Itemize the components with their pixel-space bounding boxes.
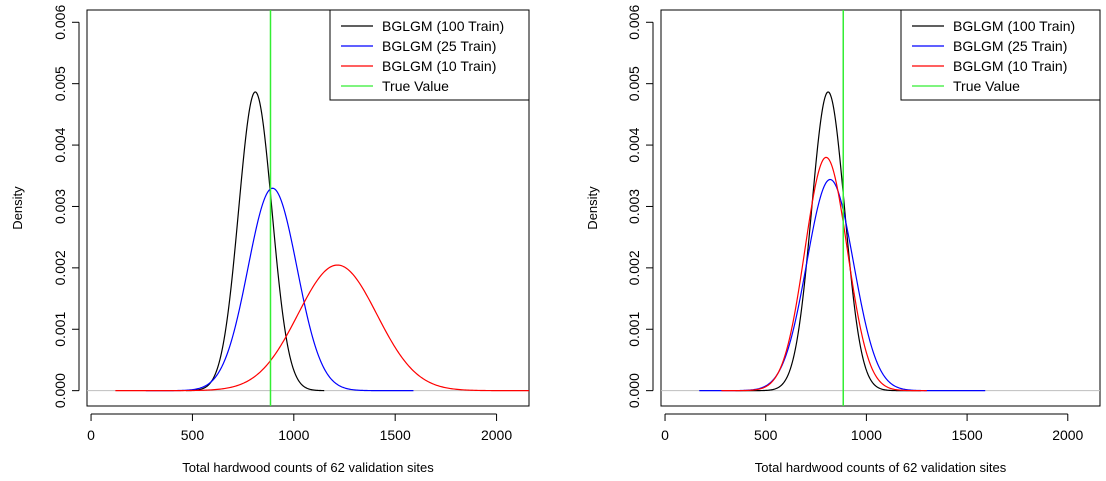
y-axis-label: Density — [585, 186, 600, 230]
y-tick-label: 0.004 — [626, 127, 642, 162]
chart-panel-2: 0 500 1000 1500 2000 0.000 0.001 0.002 0.003 0.00… — [585, 5, 1101, 475]
legend-label-4: True Value — [382, 78, 449, 94]
series-line-2 — [145, 187, 414, 392]
x-tick-label: 0 — [87, 427, 95, 443]
y-tick-label: 0.006 — [626, 5, 642, 40]
legend-box — [900, 9, 1101, 101]
y-tick-label: 0.000 — [52, 373, 68, 408]
series-line-3 — [721, 156, 927, 392]
plot-frame — [86, 9, 530, 407]
x-tick-label: 500 — [754, 427, 778, 443]
x-tick-label: 1500 — [952, 427, 983, 443]
series-line-1 — [186, 91, 325, 392]
legend-box — [329, 9, 530, 101]
legend-label-3: BGLGM (10 Train) — [382, 58, 496, 74]
y-tick-label: 0.006 — [52, 5, 68, 40]
x-axis-label: Total hardwood counts of 62 validation s… — [755, 460, 1007, 475]
legend: BGLGM (100 Train) BGLGM (25 Train) BGLGM (… — [900, 9, 1101, 101]
legend-label-2: BGLGM (25 Train) — [382, 38, 496, 54]
series-line-1 — [735, 91, 921, 392]
y-tick-label: 0.002 — [626, 250, 642, 285]
series-line-2 — [699, 178, 986, 392]
series-line-3 — [115, 264, 529, 392]
x-tick-label: 2000 — [1052, 427, 1083, 443]
y-tick-label: 0.005 — [626, 66, 642, 101]
y-tick-label: 0.003 — [626, 189, 642, 224]
plot-area — [87, 10, 529, 406]
y-tick-label: 0.001 — [52, 312, 68, 347]
x-tick-label: 500 — [181, 427, 205, 443]
chart-panel-1: 0 500 1000 1500 2000 0.000 0.001 0.002 0.003 0.00… — [10, 5, 530, 475]
legend-label-3: BGLGM (10 Train) — [953, 58, 1067, 74]
legend-label-4: True Value — [953, 78, 1020, 94]
x-tick-label: 2000 — [481, 427, 512, 443]
y-tick-label: 0.000 — [626, 373, 642, 408]
x-tick-label: 1000 — [278, 427, 309, 443]
plot-frame — [660, 9, 1101, 407]
legend-label-1: BGLGM (100 Train) — [382, 18, 504, 34]
y-tick-label: 0.003 — [52, 189, 68, 224]
x-tick-label: 0 — [661, 427, 669, 443]
y-axis-label: Density — [10, 186, 25, 230]
y-tick-label: 0.004 — [52, 127, 68, 162]
plot-area — [661, 10, 1100, 406]
legend-label-1: BGLGM (100 Train) — [953, 18, 1075, 34]
y-tick-label: 0.005 — [52, 66, 68, 101]
x-tick-label: 1000 — [851, 427, 882, 443]
x-tick-label: 1500 — [380, 427, 411, 443]
legend: BGLGM (100 Train) BGLGM (25 Train) BGLGM (… — [329, 9, 530, 101]
x-axis-label: Total hardwood counts of 62 validation s… — [182, 460, 434, 475]
y-tick-label: 0.002 — [52, 250, 68, 285]
y-tick-label: 0.001 — [626, 312, 642, 347]
legend-label-2: BGLGM (25 Train) — [953, 38, 1067, 54]
